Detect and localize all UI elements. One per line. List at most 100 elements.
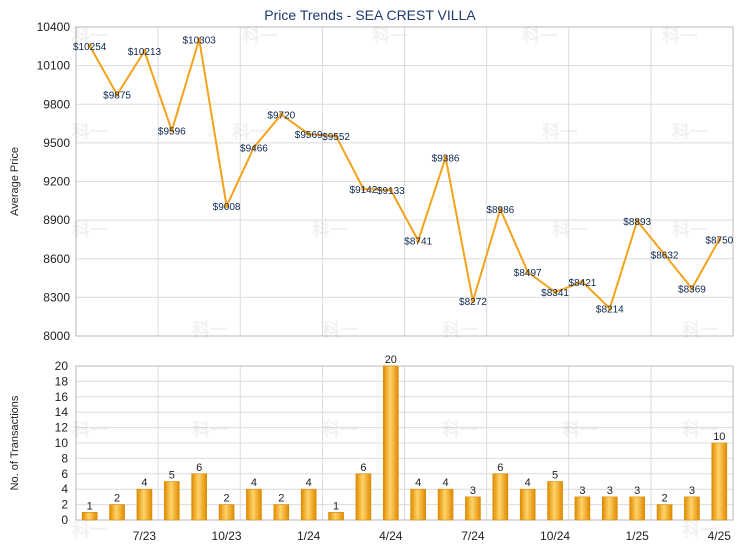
price-data-label: $8421 — [569, 278, 597, 289]
transaction-count-label: 4 — [141, 477, 147, 489]
transaction-bar — [574, 496, 591, 521]
price-point — [306, 131, 311, 136]
price-y-tick: 9500 — [43, 136, 70, 150]
price-data-label: $9875 — [103, 91, 131, 102]
price-point — [197, 37, 202, 42]
x-tick-label: 10/24 — [540, 529, 570, 543]
transaction-bar — [711, 442, 728, 521]
price-point — [361, 186, 366, 191]
price-data-label: $8750 — [705, 235, 733, 246]
transaction-bar — [410, 488, 426, 521]
price-point — [416, 238, 421, 243]
transaction-count-label: 3 — [607, 485, 613, 497]
price-data-label: $9552 — [322, 132, 350, 143]
x-tick-label: 1/24 — [297, 529, 321, 543]
watermark-text: 科一 — [72, 519, 108, 540]
x-tick-label: 4/25 — [708, 529, 732, 543]
transactions-plot-frame — [75, 365, 734, 521]
transaction-count-label: 20 — [385, 354, 397, 366]
watermark-text: 科一 — [232, 121, 268, 142]
transaction-bar — [465, 496, 481, 521]
transaction-count-label: 3 — [689, 485, 695, 497]
watermark-text: 科一 — [312, 219, 348, 240]
watermark-text: 科一 — [72, 121, 108, 142]
watermark-text: 科一 — [552, 219, 588, 240]
transaction-bar — [602, 496, 618, 521]
price-data-label: $9466 — [240, 143, 268, 154]
transaction-bar — [519, 488, 536, 521]
transaction-bar — [300, 488, 317, 521]
price-point — [251, 145, 256, 150]
transaction-bar — [437, 488, 454, 521]
price-data-label: $8741 — [404, 237, 432, 248]
watermark-text: 科一 — [542, 121, 578, 142]
transaction-bar — [273, 504, 290, 521]
price-data-label: $8272 — [459, 297, 487, 308]
transaction-count-label: 2 — [278, 493, 284, 505]
price-point — [498, 207, 503, 212]
price-data-label: $9596 — [158, 127, 186, 138]
transaction-count-label: 4 — [306, 477, 312, 489]
transaction-count-label: 10 — [713, 431, 725, 443]
transactions-y-tick: 2 — [61, 498, 68, 512]
transaction-bar — [218, 504, 235, 521]
price-y-tick: 8900 — [43, 213, 70, 227]
watermark-text: 科一 — [372, 25, 408, 46]
transactions-y-tick: 10 — [55, 436, 69, 450]
price-data-label: $9569 — [295, 130, 323, 141]
price-data-label: $9720 — [267, 111, 295, 122]
watermark-text: 科一 — [682, 419, 718, 440]
watermark-text: 科一 — [322, 419, 358, 440]
transaction-count-label: 3 — [634, 485, 640, 497]
watermark-text: 科一 — [322, 319, 358, 340]
watermark-text: 科一 — [242, 25, 278, 46]
price-point — [443, 155, 448, 160]
watermark-text: 科一 — [72, 419, 108, 440]
transaction-count-label: 6 — [360, 462, 366, 474]
transactions-y-tick: 16 — [55, 390, 69, 404]
watermark-text: 科一 — [192, 419, 228, 440]
transactions-y-axis-label: No. of Transactions — [9, 395, 21, 490]
price-point — [717, 237, 722, 242]
price-point — [553, 290, 558, 295]
price-series-line — [88, 38, 721, 310]
transaction-count-label: 3 — [470, 485, 476, 497]
transaction-bar — [355, 473, 372, 521]
transactions-y-tick: 6 — [61, 467, 68, 481]
watermark-text: 科一 — [192, 319, 228, 340]
price-data-label: $9386 — [432, 154, 460, 165]
x-tick-label: 7/23 — [133, 529, 157, 543]
price-data-label: $10254 — [73, 42, 107, 53]
watermark-text: 科一 — [672, 219, 708, 240]
price-point — [334, 134, 339, 139]
transaction-count-label: 5 — [169, 470, 175, 482]
watermark-text: 科一 — [522, 25, 558, 46]
transaction-bar — [109, 504, 125, 521]
transaction-count-label: 6 — [196, 462, 202, 474]
watermark-text: 科一 — [72, 25, 108, 46]
transaction-count-label: 2 — [114, 493, 120, 505]
price-point — [635, 219, 640, 224]
transactions-y-tick: 18 — [55, 374, 69, 388]
price-data-label: $8986 — [486, 205, 514, 216]
transaction-count-label: 2 — [224, 493, 230, 505]
transaction-count-label: 4 — [415, 477, 421, 489]
price-point — [142, 49, 147, 54]
price-y-tick: 8600 — [43, 252, 70, 266]
price-y-tick: 9200 — [43, 175, 70, 189]
chart-title: Price Trends - SEA CREST VILLA — [264, 7, 476, 23]
price-y-tick: 8300 — [43, 290, 70, 304]
watermark-text: 科一 — [672, 121, 708, 142]
price-data-label: $9008 — [213, 202, 241, 213]
watermark-text: 科一 — [442, 319, 478, 340]
transaction-bar — [383, 365, 399, 521]
price-point — [279, 112, 284, 117]
price-data-label: $8497 — [514, 268, 542, 279]
transaction-bar — [246, 488, 262, 521]
transaction-count-label: 5 — [552, 470, 558, 482]
price-data-label: $9133 — [377, 186, 405, 197]
transactions-y-tick: 0 — [61, 513, 68, 527]
